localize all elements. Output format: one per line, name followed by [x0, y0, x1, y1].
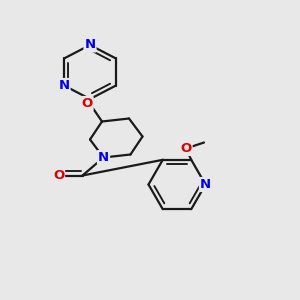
Text: O: O: [180, 142, 192, 155]
Text: O: O: [53, 169, 64, 182]
Text: N: N: [200, 178, 211, 191]
Text: O: O: [81, 97, 93, 110]
Text: N: N: [98, 151, 109, 164]
Text: N: N: [58, 79, 70, 92]
Text: N: N: [84, 38, 96, 52]
